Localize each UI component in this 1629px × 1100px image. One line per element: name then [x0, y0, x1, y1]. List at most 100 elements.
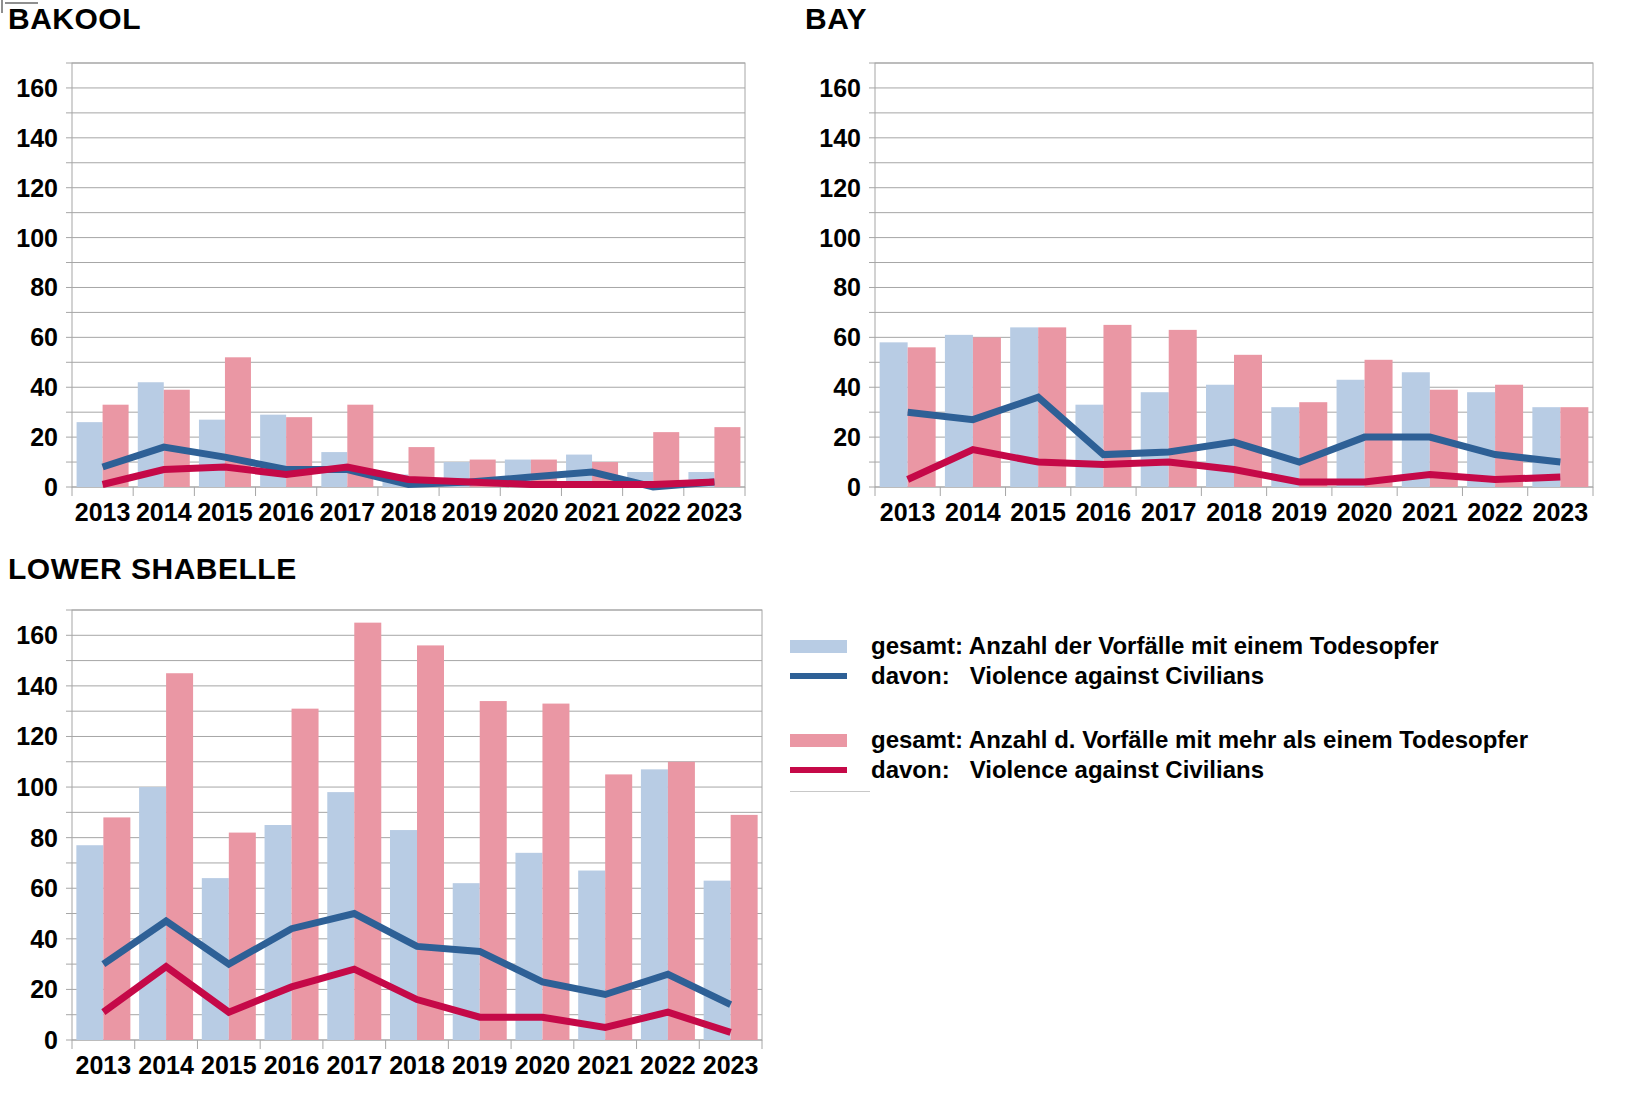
bar-single-fatality: [1337, 380, 1365, 487]
y-axis-label: 160: [819, 74, 861, 102]
legend-row-single-vac: davon: Violence against Civilians: [790, 661, 1590, 691]
bar-multi-fatality: [1299, 402, 1327, 487]
x-axis-label: 2020: [503, 498, 559, 526]
y-axis-label: 40: [30, 373, 58, 401]
bar-multi-fatality: [1495, 385, 1523, 487]
legend-divider: [790, 791, 870, 792]
x-axis-label: 2015: [201, 1051, 257, 1079]
x-axis-label: 2015: [197, 498, 253, 526]
legend-swatch-line-single: [790, 673, 847, 679]
x-axis-label: 2018: [389, 1051, 445, 1079]
bar-multi-fatality: [1365, 360, 1393, 487]
y-axis-label: 40: [833, 373, 861, 401]
x-axis-label: 2014: [138, 1051, 194, 1079]
bar-multi-fatality: [292, 709, 319, 1040]
x-axis-label: 2013: [75, 498, 131, 526]
y-axis-label: 20: [30, 423, 58, 451]
y-axis-label: 160: [16, 621, 58, 649]
legend-row-single-total: gesamt: Anzahl der Vorfälle mit einem To…: [790, 631, 1590, 661]
x-axis-label: 2022: [625, 498, 681, 526]
y-axis-label: 0: [847, 473, 861, 501]
y-axis-label: 140: [16, 672, 58, 700]
bar-multi-fatality: [668, 762, 695, 1040]
x-axis-label: 2019: [442, 498, 498, 526]
bar-single-fatality: [515, 853, 542, 1040]
y-axis-label: 20: [30, 975, 58, 1003]
x-axis-label: 2023: [687, 498, 743, 526]
legend-label-multi-total: gesamt: Anzahl d. Vorfälle mit mehr als …: [871, 725, 1528, 755]
x-axis-label: 2017: [1141, 498, 1197, 526]
y-axis-label: 120: [16, 174, 58, 202]
y-axis-label: 60: [30, 323, 58, 351]
report-page: { "page": { "background": "#ffffff" }, "…: [0, 0, 1629, 1100]
x-axis-label: 2016: [1076, 498, 1132, 526]
legend-swatch-line-multi: [790, 767, 847, 773]
legend-row-multi-total: gesamt: Anzahl d. Vorfälle mit mehr als …: [790, 725, 1590, 755]
y-axis-label: 140: [16, 124, 58, 152]
bar-single-fatality: [1467, 392, 1495, 487]
bar-single-fatality: [76, 845, 103, 1040]
y-axis-label: 100: [819, 224, 861, 252]
x-axis-label: 2014: [945, 498, 1001, 526]
bar-single-fatality: [641, 769, 668, 1040]
x-axis-label: 2019: [452, 1051, 508, 1079]
x-axis-label: 2021: [564, 498, 620, 526]
y-axis-label: 160: [16, 74, 58, 102]
x-axis-label: 2022: [640, 1051, 696, 1079]
x-axis-label: 2023: [703, 1051, 759, 1079]
legend-label-single-vac: davon: Violence against Civilians: [871, 661, 1264, 691]
x-axis-label: 2021: [1402, 498, 1458, 526]
bar-single-fatality: [1402, 372, 1430, 487]
y-axis-label: 80: [833, 273, 861, 301]
lower-shabelle-chart: 0204060801001201401602013201420152016201…: [0, 550, 790, 1100]
bay-chart: 0204060801001201401602013201420152016201…: [800, 0, 1629, 545]
x-axis-label: 2015: [1010, 498, 1066, 526]
legend-swatch-bar-single: [790, 640, 847, 653]
x-axis-label: 2017: [326, 1051, 382, 1079]
x-axis-label: 2013: [76, 1051, 132, 1079]
x-axis-label: 2018: [381, 498, 437, 526]
y-axis-label: 120: [819, 174, 861, 202]
y-axis-label: 140: [819, 124, 861, 152]
bakool-chart: 0204060801001201401602013201420152016201…: [0, 0, 790, 545]
y-axis-label: 40: [30, 925, 58, 953]
legend-label-multi-vac: davon: Violence against Civilians: [871, 755, 1264, 785]
y-axis-label: 60: [833, 323, 861, 351]
x-axis-label: 2014: [136, 498, 192, 526]
bar-multi-fatality: [480, 701, 507, 1040]
x-axis-label: 2019: [1271, 498, 1327, 526]
bar-multi-fatality: [103, 405, 129, 487]
bar-single-fatality: [578, 871, 605, 1040]
bar-single-fatality: [704, 881, 731, 1040]
y-axis-label: 100: [16, 224, 58, 252]
x-axis-label: 2016: [258, 498, 314, 526]
bar-multi-fatality: [653, 432, 679, 487]
y-axis-label: 100: [16, 773, 58, 801]
legend: gesamt: Anzahl der Vorfälle mit einem To…: [790, 631, 1590, 792]
bar-single-fatality: [1141, 392, 1169, 487]
legend-swatch-bar-multi: [790, 734, 847, 747]
bar-single-fatality: [77, 422, 103, 487]
bar-single-fatality: [139, 787, 166, 1040]
x-axis-label: 2023: [1533, 498, 1589, 526]
y-axis-label: 80: [30, 824, 58, 852]
bar-multi-fatality: [714, 427, 740, 487]
x-axis-label: 2021: [577, 1051, 633, 1079]
bar-multi-fatality: [731, 815, 758, 1040]
x-axis-label: 2016: [264, 1051, 320, 1079]
bar-multi-fatality: [417, 645, 444, 1040]
x-axis-label: 2017: [320, 498, 376, 526]
legend-row-multi-vac: davon: Violence against Civilians: [790, 755, 1590, 785]
x-axis-label: 2020: [515, 1051, 571, 1079]
bar-multi-fatality: [1560, 407, 1588, 487]
x-axis-label: 2020: [1337, 498, 1393, 526]
bar-single-fatality: [880, 342, 908, 487]
bar-multi-fatality: [605, 774, 632, 1040]
y-axis-label: 0: [44, 473, 58, 501]
y-axis-label: 0: [44, 1026, 58, 1054]
y-axis-label: 80: [30, 273, 58, 301]
x-axis-label: 2018: [1206, 498, 1262, 526]
y-axis-label: 20: [833, 423, 861, 451]
y-axis-label: 120: [16, 722, 58, 750]
legend-label-single-total: gesamt: Anzahl der Vorfälle mit einem To…: [871, 631, 1439, 661]
